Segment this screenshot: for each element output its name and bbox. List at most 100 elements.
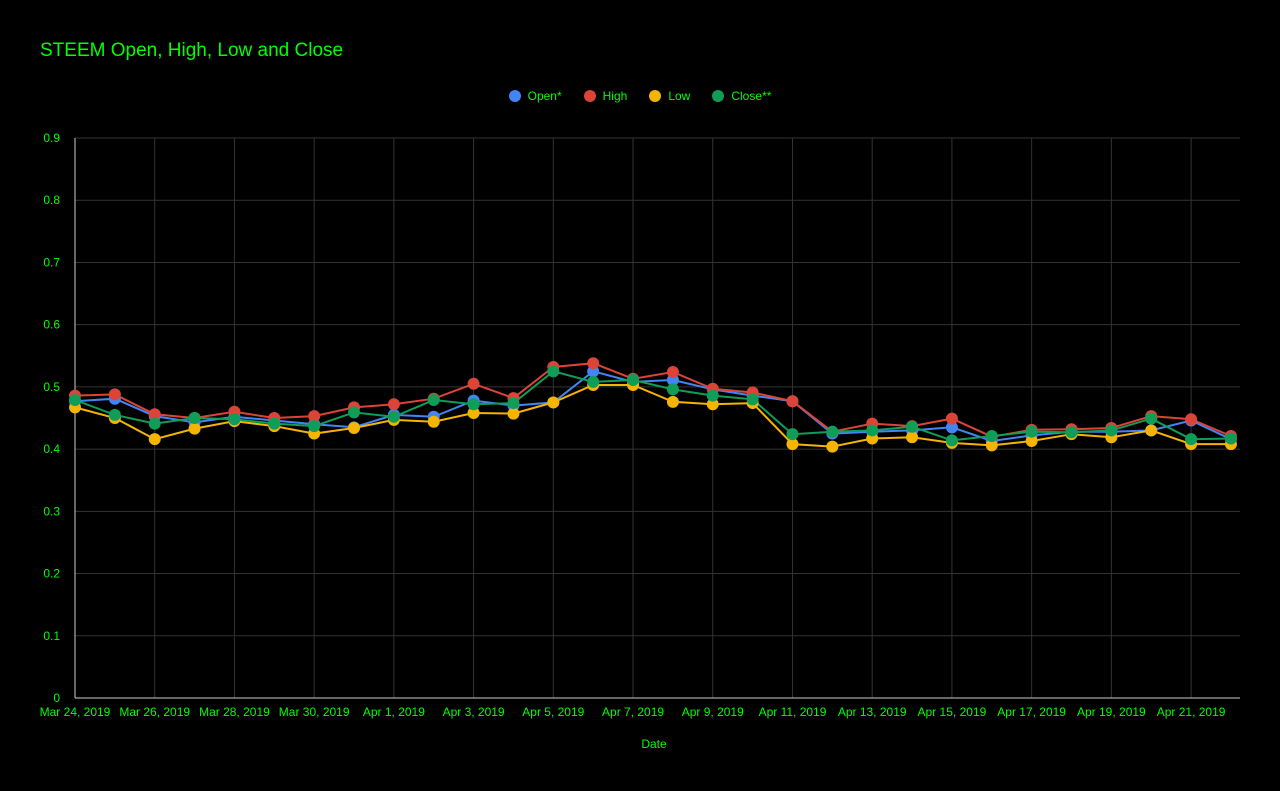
series-2-point [706,398,719,411]
legend-item[interactable]: Low [649,89,690,103]
y-tick-label: 0.8 [43,193,60,207]
legend-label: Open* [527,89,562,103]
x-tick-label: Mar 26, 2019 [119,705,190,719]
series-3-point [1105,424,1118,437]
legend-label: Close** [731,89,772,103]
series-3-point [866,424,879,437]
series-3-point [945,434,958,447]
series-3-point [786,428,799,441]
series-1-point [945,412,958,425]
y-tick-label: 0.4 [43,442,60,456]
x-tick-label: Apr 13, 2019 [838,705,907,719]
y-tick-label: 0.1 [43,629,60,643]
series-2-point [1145,424,1158,437]
y-tick-label: 0.6 [43,318,60,332]
legend-swatch [649,90,662,102]
series-3-point [1025,425,1038,438]
series-3-point [746,393,759,406]
series-1-point [108,388,121,401]
series-3-point [148,417,161,430]
x-tick-label: Apr 7, 2019 [602,705,664,719]
series-3-point [1065,426,1078,439]
x-tick-label: Apr 3, 2019 [443,705,505,719]
series-line-2 [74,384,1231,448]
legend-label: High [602,89,628,103]
series-3-point [467,398,480,411]
series-3-point [666,383,679,396]
series-1-point [666,365,679,378]
series-3-point [906,420,919,433]
series-1-point [387,398,400,411]
series-3-point [587,375,600,388]
x-tick-label: Apr 1, 2019 [363,705,425,719]
series-line-0 [74,370,1232,443]
series-2-point [666,395,679,408]
x-tick-label: Apr 9, 2019 [682,705,744,719]
series-3-point [308,420,321,433]
series-3-point [627,374,640,387]
series-3-point [706,389,719,402]
series-2-point [427,415,440,428]
x-tick-label: Apr 15, 2019 [918,705,987,719]
y-tick-label: 0.3 [43,504,60,518]
legend-label: Low [668,89,691,103]
x-tick-label: Mar 30, 2019 [279,705,350,719]
series-3-point [228,413,241,426]
x-tick-label: Apr 5, 2019 [522,705,584,719]
series-1-point [786,395,799,408]
series-2-point [547,396,560,409]
series-2-point [826,440,839,453]
series-line-3 [74,370,1231,442]
series-2-point [1025,435,1038,448]
x-tick-label: Apr 21, 2019 [1157,705,1226,719]
x-axis-title: Date [641,737,667,751]
y-tick-label: 0 [53,691,60,705]
legend: Open* High Low Close** [0,89,1280,103]
series-2-point [906,431,919,444]
series-2-point [348,421,361,434]
series-2-point [985,439,998,452]
legend-item[interactable]: Close** [712,89,771,103]
series-3-point [826,425,839,438]
chart-title: STEEM Open, High, Low and Close [40,40,344,61]
y-tick-label: 0.2 [43,567,60,581]
series-1-point [587,357,600,370]
series-3-point [387,410,400,423]
series-3-point [348,406,361,419]
legend-swatch [712,90,725,102]
series-3-point [188,412,201,424]
series-3-point [69,393,81,406]
series-2-point [148,433,161,446]
x-tick-label: Apr 11, 2019 [759,705,827,719]
x-tick-label: Mar 28, 2019 [199,705,270,719]
series-3-point [1145,412,1158,425]
series-3-point [108,408,121,421]
series-2-point [507,407,520,420]
x-tick-label: Mar 24, 2019 [40,705,111,719]
x-tick-label: Apr 19, 2019 [1077,705,1146,719]
series-1-point [148,408,161,421]
series-1-point [467,377,480,390]
series-2-point [786,438,799,451]
series-line-1 [74,362,1232,438]
legend-item[interactable]: Open* [508,89,562,103]
series-1-point [308,410,321,423]
legend-item[interactable]: High [583,89,628,103]
series-2-point [188,422,201,435]
series-3-point [507,397,520,410]
series-3-point [427,393,440,406]
legend-swatch [508,90,521,102]
series-3-point [547,365,560,378]
series-1-point [1185,413,1198,426]
series-0-point [945,421,958,434]
y-tick-label: 0.9 [43,131,60,145]
series-2-point [467,407,480,420]
y-tick-label: 0.7 [43,255,60,269]
series-3-point [1224,432,1237,445]
legend-swatch [583,90,596,102]
y-tick-label: 0.5 [43,380,60,394]
x-tick-label: Apr 17, 2019 [997,705,1066,719]
series-3-point [268,417,281,430]
